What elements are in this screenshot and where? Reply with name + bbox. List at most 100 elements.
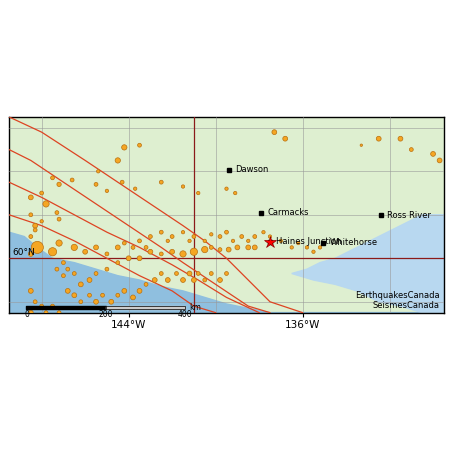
Point <box>77 281 84 288</box>
Point <box>82 248 89 255</box>
Point <box>231 189 239 197</box>
Point <box>53 266 61 273</box>
Text: 0: 0 <box>24 310 29 319</box>
Point <box>316 244 323 251</box>
Point <box>169 248 176 255</box>
Point <box>223 228 230 236</box>
Text: Carmacks: Carmacks <box>268 208 309 217</box>
Point <box>114 259 121 266</box>
Point <box>77 298 84 305</box>
Point <box>114 292 121 299</box>
Point <box>207 270 215 277</box>
Point <box>92 270 100 277</box>
Point <box>92 298 100 305</box>
Point <box>294 239 302 247</box>
Point <box>158 250 165 258</box>
Point <box>245 237 252 244</box>
Text: Whitehorse: Whitehorse <box>330 238 378 247</box>
Point <box>217 276 224 284</box>
Point <box>288 244 295 251</box>
Point <box>136 142 143 149</box>
Point <box>436 157 443 164</box>
Point <box>217 246 224 253</box>
Point <box>120 287 128 295</box>
Point <box>131 185 139 192</box>
Point <box>92 244 100 251</box>
Text: 60°N: 60°N <box>12 248 35 257</box>
Point <box>55 216 63 223</box>
Text: 200: 200 <box>99 310 113 319</box>
Point <box>27 211 34 218</box>
Point <box>201 276 208 284</box>
Point <box>277 237 284 244</box>
Point <box>49 248 56 255</box>
Point <box>55 181 63 188</box>
Point <box>245 244 252 251</box>
Point <box>27 194 34 201</box>
Point <box>186 237 193 244</box>
Point <box>71 244 78 251</box>
Point <box>147 233 154 240</box>
Point <box>38 303 45 310</box>
Point <box>251 244 258 251</box>
Text: EarthquakesCanada
SeismesCanada: EarthquakesCanada SeismesCanada <box>355 291 439 310</box>
Point <box>169 233 176 240</box>
Point <box>136 287 143 295</box>
Point <box>142 244 149 251</box>
Point <box>223 270 230 277</box>
Point <box>266 233 274 240</box>
Point <box>136 255 143 262</box>
Point <box>179 276 187 284</box>
Point <box>103 187 111 195</box>
Point <box>179 183 187 190</box>
Point <box>114 244 121 251</box>
Point <box>190 233 198 240</box>
Point <box>429 150 437 158</box>
Point <box>304 244 311 251</box>
Text: km: km <box>189 303 202 313</box>
Point <box>55 239 63 247</box>
Point <box>27 233 34 240</box>
Point <box>164 276 171 284</box>
Point <box>164 237 171 244</box>
Point <box>55 309 63 316</box>
Point <box>34 244 41 251</box>
Point <box>195 189 202 197</box>
Text: Haines Junction: Haines Junction <box>276 238 342 246</box>
Point <box>186 270 193 277</box>
Point <box>234 244 241 251</box>
Point <box>99 292 106 299</box>
Point <box>397 135 404 142</box>
Point <box>142 281 149 288</box>
Point <box>53 209 61 216</box>
Text: Ross River: Ross River <box>387 211 431 220</box>
Point <box>120 144 128 151</box>
Point <box>92 181 100 188</box>
Point <box>95 168 102 175</box>
Polygon shape <box>9 232 444 313</box>
Point <box>201 246 208 253</box>
Point <box>225 246 232 253</box>
Point <box>68 176 76 184</box>
Point <box>408 146 415 153</box>
Point <box>27 309 34 316</box>
Point <box>60 259 67 266</box>
Point <box>158 270 165 277</box>
Point <box>71 292 78 299</box>
Point <box>217 233 224 240</box>
Point <box>310 248 317 255</box>
Point <box>179 250 187 258</box>
Point <box>201 237 208 244</box>
Point <box>86 276 93 284</box>
Text: Dawson: Dawson <box>235 165 269 174</box>
Point <box>86 292 93 299</box>
Point <box>38 189 45 197</box>
Point <box>32 298 39 305</box>
Point <box>151 276 159 284</box>
Point <box>120 239 128 247</box>
Point <box>223 185 230 192</box>
Point <box>125 255 132 262</box>
Point <box>103 266 111 273</box>
Point <box>260 228 267 236</box>
Point <box>179 228 187 236</box>
